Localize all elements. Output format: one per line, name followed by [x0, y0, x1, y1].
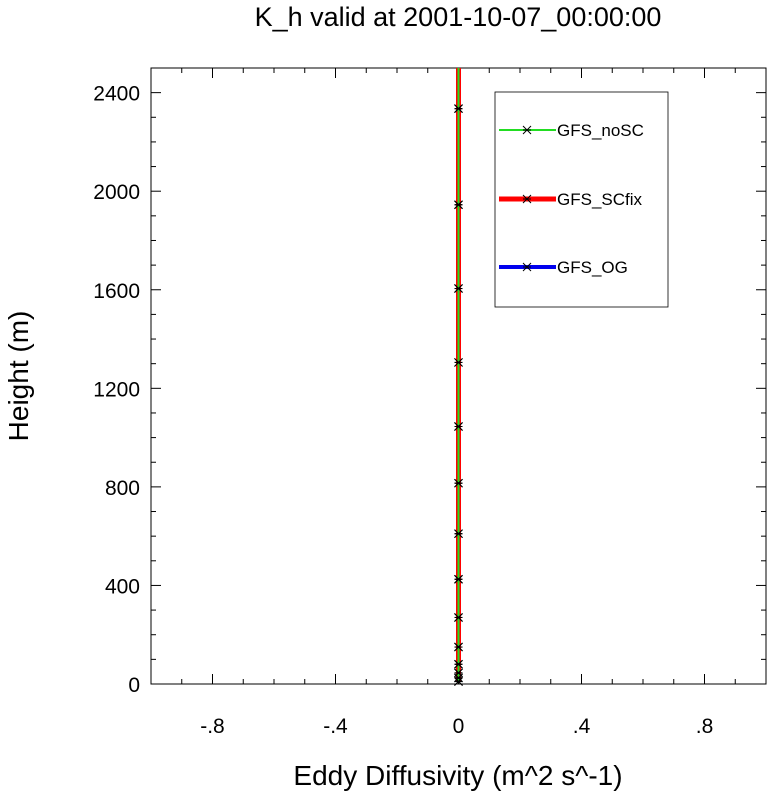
- legend-label: GFS_SCfix: [557, 190, 643, 209]
- data-point-marker: [454, 284, 463, 293]
- y-tick-label: 1200: [93, 378, 140, 401]
- legend-label: GFS_noSC: [557, 121, 644, 140]
- y-tick-label: 400: [105, 575, 140, 598]
- y-axis-label: Height (m): [3, 311, 34, 442]
- x-tick-label: -.8: [200, 715, 225, 738]
- data-point-marker: [454, 422, 463, 431]
- data-point-marker: [454, 358, 463, 367]
- legend-label: GFS_OG: [557, 258, 628, 277]
- y-tick-label: 800: [105, 477, 140, 500]
- data-point-marker: [454, 642, 463, 652]
- series-markers: [454, 104, 463, 686]
- x-tick-label: .8: [696, 715, 714, 738]
- y-tick-label: 2000: [93, 181, 140, 204]
- legend-items: GFS_noSC GFS_SCfix GFS_OG: [499, 121, 644, 277]
- x-tick-labels: -.8 -.4 0 .4 .8: [200, 715, 713, 738]
- legend: GFS_noSC GFS_SCfix GFS_OG: [494, 91, 669, 308]
- legend-marker: [522, 125, 532, 135]
- legend-marker: [522, 194, 532, 204]
- y-tick-label: 2400: [93, 83, 140, 106]
- x-tick-label: .4: [573, 715, 591, 738]
- data-point-marker: [454, 677, 463, 686]
- y-tick-label: 1600: [93, 280, 140, 303]
- chart-title: K_h valid at 2001-10-07_00:00:00: [255, 2, 662, 32]
- data-point-marker: [454, 613, 463, 622]
- data-point-marker: [454, 668, 463, 678]
- axis-ticks: [150, 67, 767, 685]
- data-point-marker: [454, 529, 463, 539]
- legend-marker: [522, 262, 532, 272]
- y-tick-label: 0: [128, 674, 140, 697]
- data-point-marker: [454, 478, 463, 488]
- x-tick-label: 0: [453, 715, 465, 738]
- y-tick-labels: 0 400 800 1200 1600 2000 2400: [93, 83, 140, 697]
- data-point-marker: [454, 200, 463, 210]
- data-point-marker: [454, 574, 463, 584]
- x-axis-label: Eddy Diffusivity (m^2 s^-1): [293, 760, 622, 791]
- x-tick-label: -.4: [323, 715, 348, 738]
- data-point-marker: [454, 104, 463, 114]
- data-point-marker: [454, 659, 463, 669]
